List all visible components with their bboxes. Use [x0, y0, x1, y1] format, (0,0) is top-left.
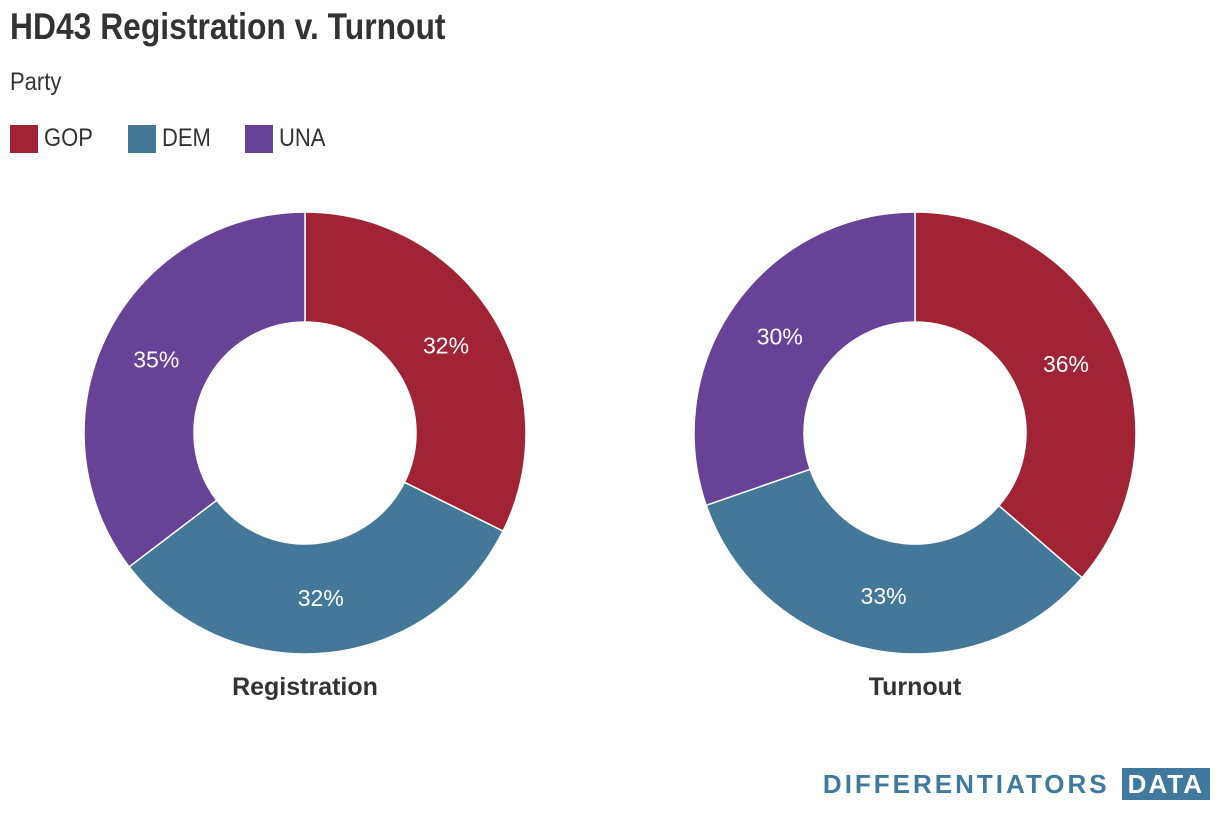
slice-label-dem: 33%: [861, 583, 907, 609]
chart-title: HD43 Registration v. Turnout: [10, 6, 446, 47]
slice-gop[interactable]: [304, 211, 527, 533]
donut-registration: 32% 32% 35% Registration: [83, 211, 527, 701]
legend-item-dem[interactable]: DEM: [127, 124, 218, 153]
legend-label-dem: DEM: [161, 124, 211, 152]
slice-dem[interactable]: [705, 468, 1084, 655]
legend-label-una: UNA: [279, 124, 326, 152]
donut-turnout: 36% 33% 30% Turnout: [693, 211, 1137, 701]
slice-una[interactable]: [83, 211, 306, 568]
slice-label-una: 30%: [757, 324, 803, 350]
brand-tag: DATA: [1121, 768, 1210, 800]
legend-swatch-gop: [10, 124, 38, 153]
branding: DIFFERENTIATORS DATA: [823, 768, 1210, 800]
slice-label-dem: 32%: [298, 585, 344, 611]
chart-caption-turnout: Turnout: [869, 673, 962, 701]
chart-caption-registration: Registration: [232, 673, 378, 701]
legend-swatch-dem: [127, 124, 156, 153]
slice-dem[interactable]: [128, 481, 505, 655]
slice-una[interactable]: [693, 211, 916, 507]
chart-subtitle: Party: [10, 68, 62, 96]
slice-label-gop: 32%: [423, 332, 469, 358]
legend-label-gop: GOP: [44, 124, 93, 152]
legend: GOP DEM UNA: [10, 124, 360, 153]
legend-swatch-una: [245, 124, 274, 153]
legend-item-gop[interactable]: GOP: [10, 124, 100, 153]
legend-item-una[interactable]: UNA: [245, 124, 332, 153]
slice-label-una: 35%: [133, 346, 179, 372]
slice-label-gop: 36%: [1043, 351, 1089, 377]
slice-gop[interactable]: [914, 211, 1137, 579]
brand-name: DIFFERENTIATORS: [822, 768, 1110, 799]
